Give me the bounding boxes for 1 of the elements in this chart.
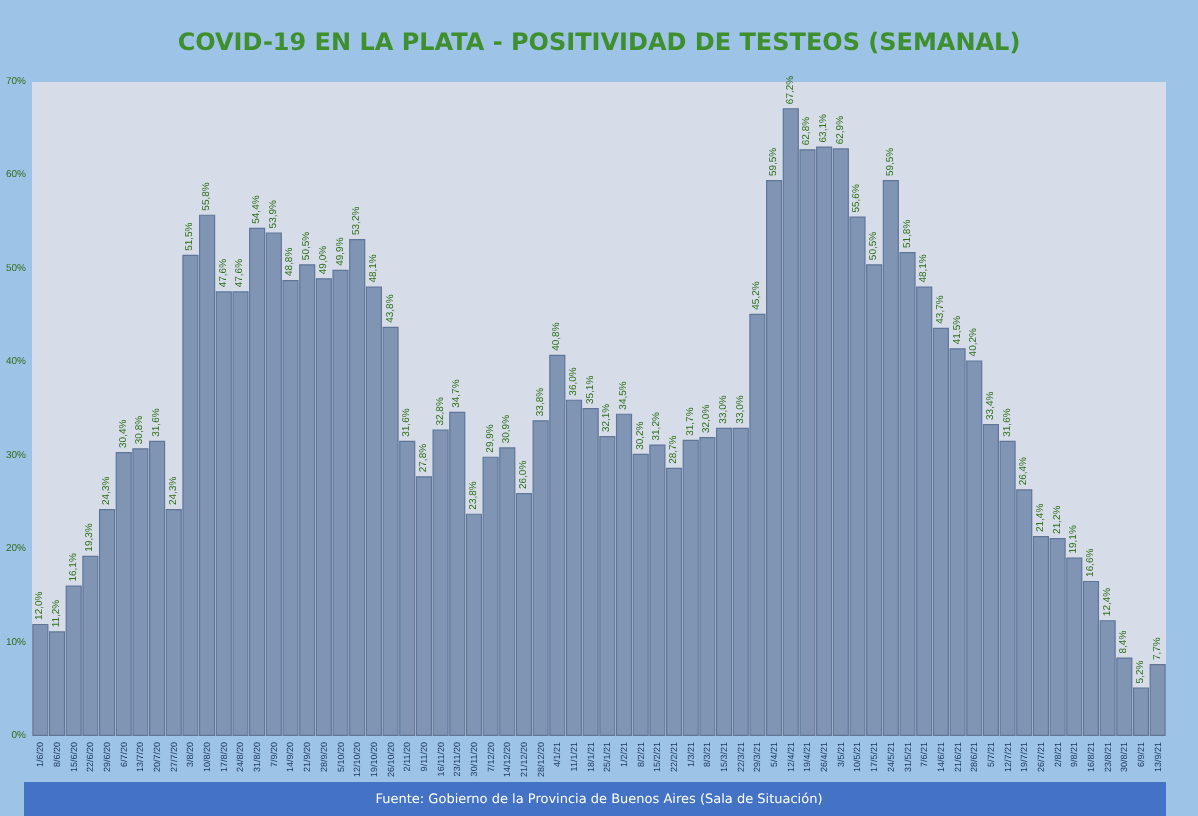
chart-title: COVID-19 EN LA PLATA - POSITIVIDAD DE TESTEOS (SEMANAL) [177, 28, 1021, 56]
